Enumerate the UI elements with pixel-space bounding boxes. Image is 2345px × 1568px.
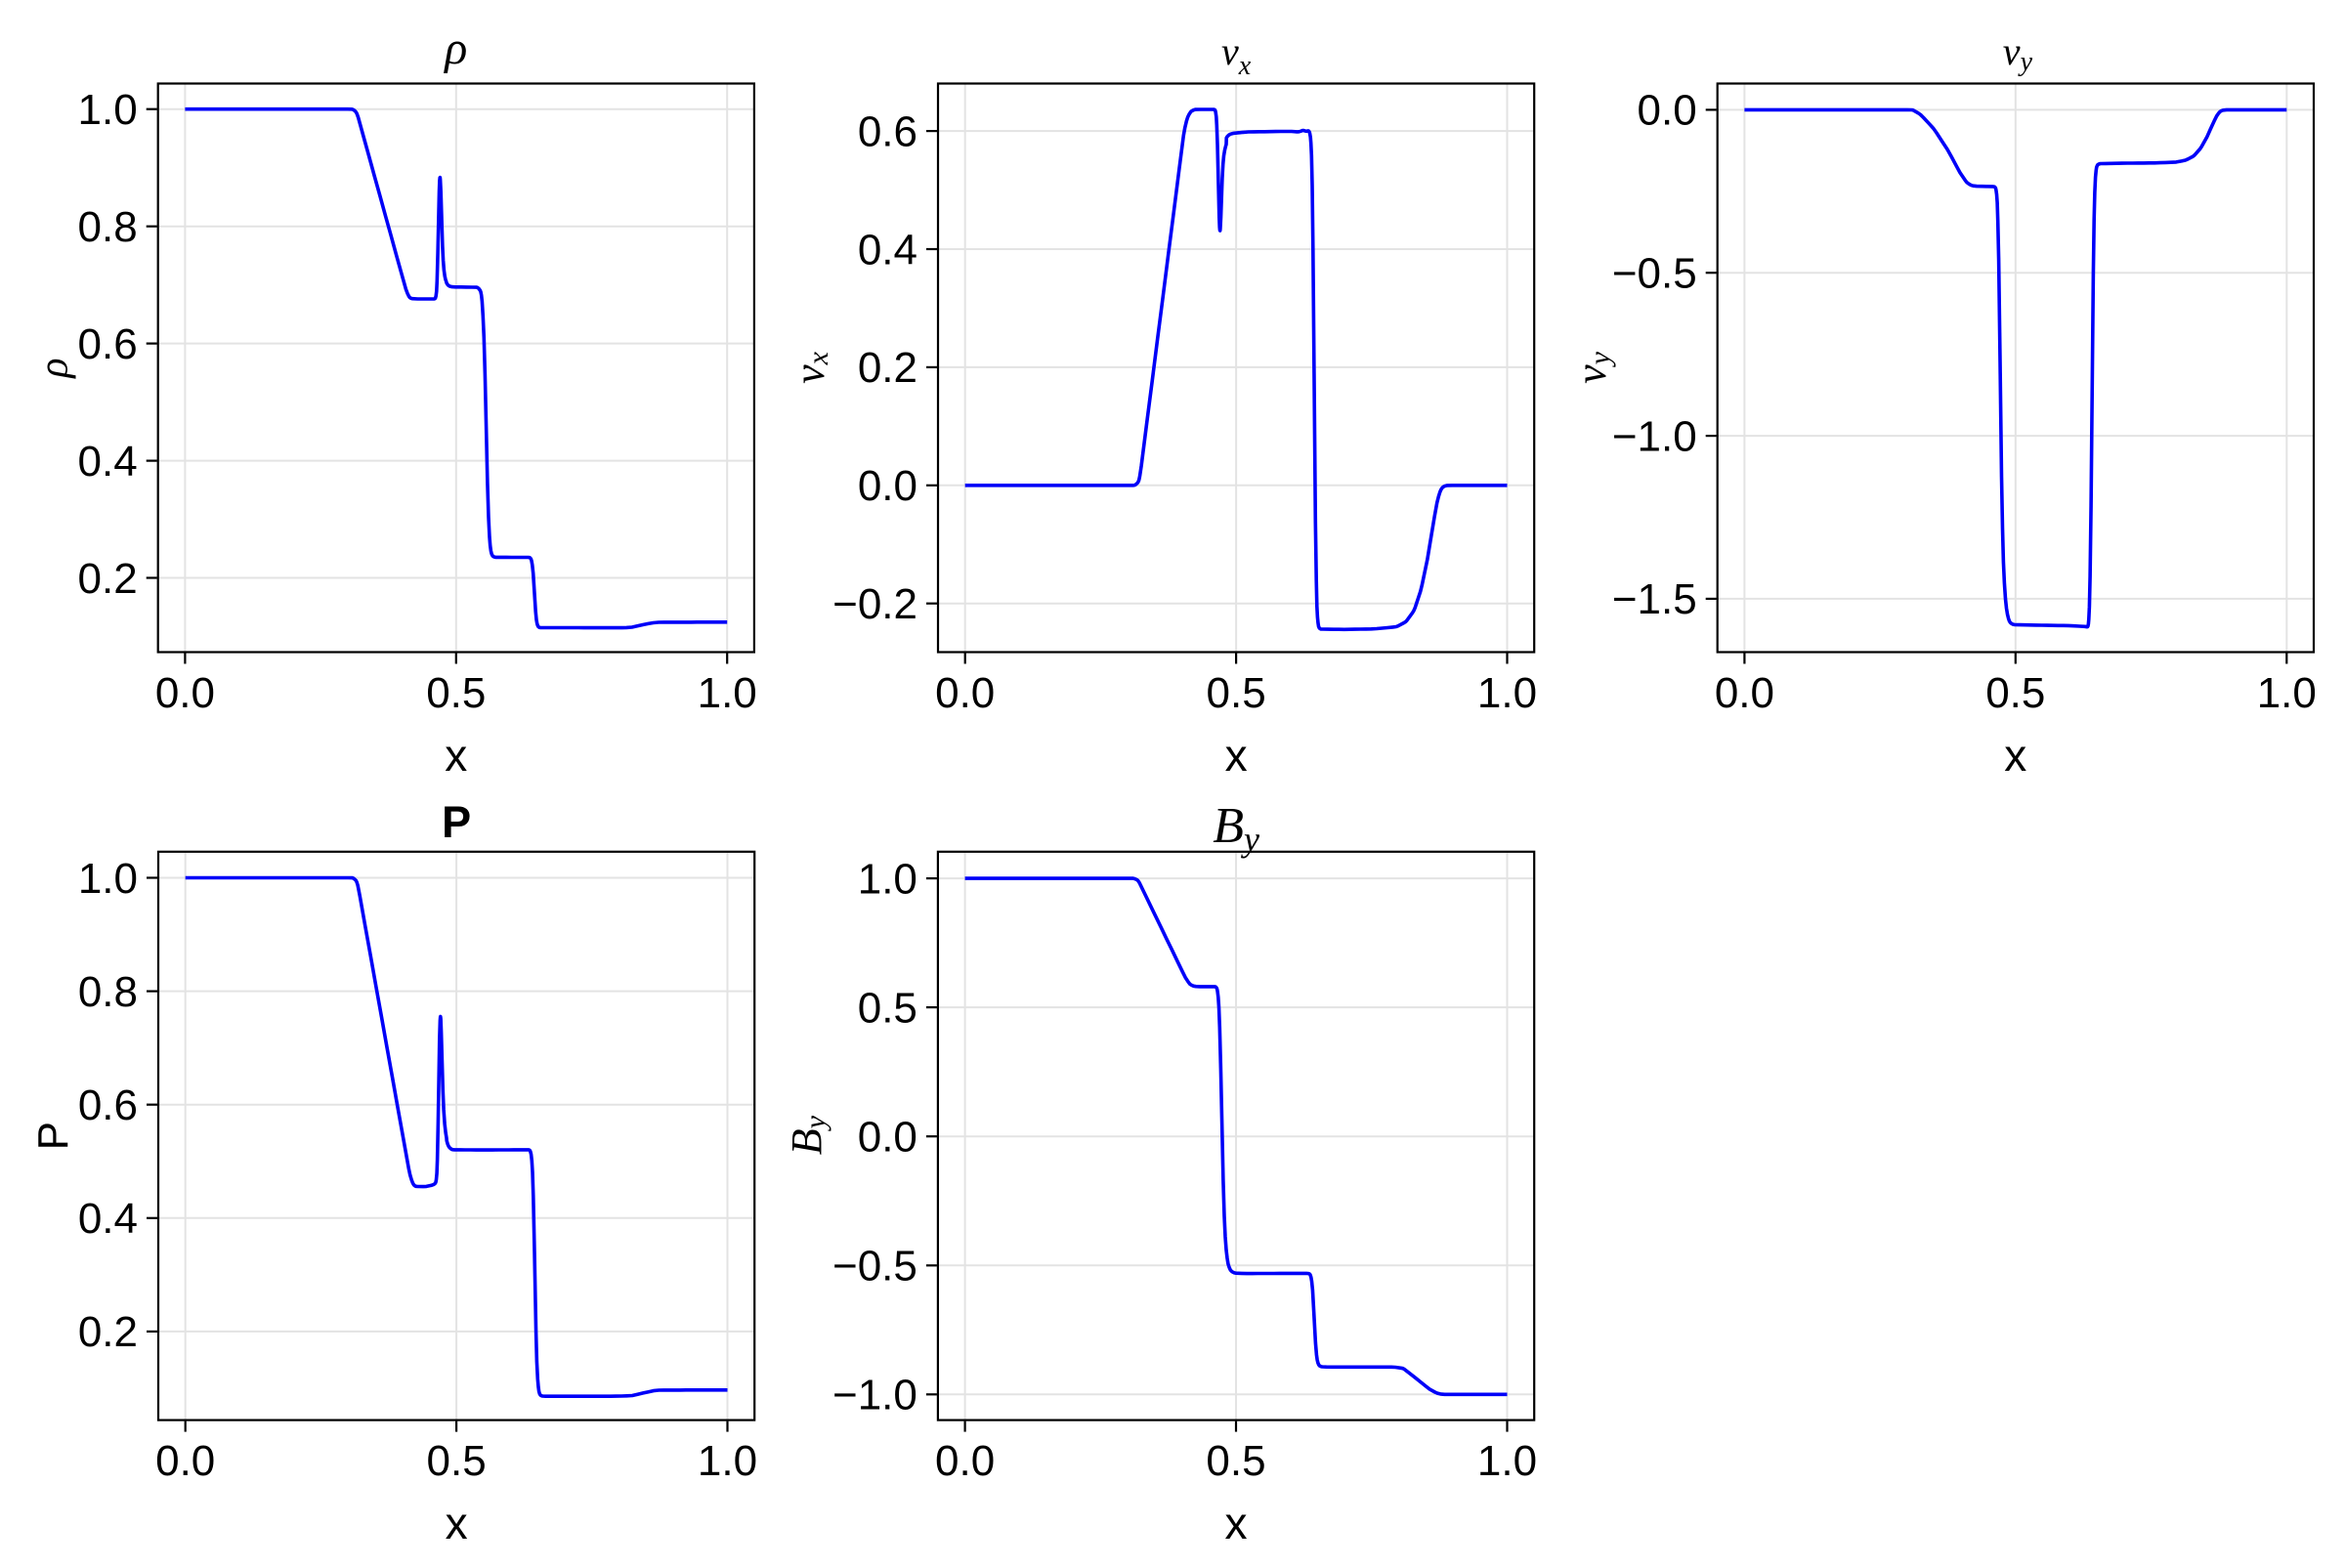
- svg-text:P: P: [29, 1122, 77, 1150]
- svg-text:1.0: 1.0: [78, 86, 138, 134]
- svg-text:−0.5: −0.5: [1612, 250, 1697, 298]
- svg-text:0.6: 0.6: [78, 1081, 138, 1129]
- svg-text:0.4: 0.4: [858, 226, 917, 274]
- svg-text:0.0: 0.0: [858, 462, 917, 510]
- svg-text:1.0: 1.0: [698, 1437, 757, 1485]
- svg-text:0.2: 0.2: [78, 555, 138, 603]
- svg-text:1.0: 1.0: [78, 855, 138, 903]
- svg-text:0.8: 0.8: [78, 968, 138, 1016]
- svg-text:0.0: 0.0: [155, 669, 215, 717]
- svg-text:0.5: 0.5: [1207, 669, 1266, 717]
- svg-text:−1.0: −1.0: [1612, 412, 1697, 460]
- svg-text:1.0: 1.0: [1477, 669, 1537, 717]
- svg-text:0.5: 0.5: [426, 669, 486, 717]
- svg-text:0.0: 0.0: [935, 669, 995, 717]
- svg-text:1.0: 1.0: [858, 855, 917, 903]
- svg-text:0.5: 0.5: [427, 1437, 487, 1485]
- svg-text:ρ: ρ: [443, 22, 467, 74]
- svg-text:1.0: 1.0: [1477, 1437, 1537, 1485]
- svg-text:0.2: 0.2: [78, 1308, 138, 1356]
- svg-text:1.0: 1.0: [2257, 669, 2317, 717]
- svg-text:0.5: 0.5: [858, 984, 917, 1032]
- svg-text:x: x: [1225, 1498, 1248, 1548]
- svg-text:x: x: [2004, 730, 2026, 781]
- svg-text:0.4: 0.4: [78, 1195, 138, 1243]
- svg-text:ρ: ρ: [32, 358, 77, 379]
- svg-text:−1.0: −1.0: [832, 1372, 917, 1420]
- svg-text:0.8: 0.8: [78, 203, 138, 251]
- svg-text:0.5: 0.5: [1985, 669, 2045, 717]
- svg-text:−0.5: −0.5: [832, 1243, 917, 1291]
- svg-text:x: x: [445, 730, 467, 781]
- svg-text:0.0: 0.0: [155, 1437, 215, 1485]
- svg-text:By: By: [783, 1115, 831, 1155]
- svg-text:0.4: 0.4: [78, 438, 138, 486]
- svg-text:1.0: 1.0: [698, 669, 757, 717]
- svg-text:vx: vx: [786, 351, 834, 384]
- svg-text:0.0: 0.0: [935, 1437, 995, 1485]
- svg-text:0.0: 0.0: [1715, 669, 1774, 717]
- svg-text:0.6: 0.6: [78, 320, 138, 368]
- svg-text:P: P: [442, 797, 471, 847]
- svg-text:−0.2: −0.2: [832, 580, 917, 628]
- svg-text:x: x: [446, 1498, 468, 1548]
- svg-text:0.2: 0.2: [858, 344, 917, 392]
- svg-text:x: x: [1225, 730, 1248, 781]
- svg-text:0.5: 0.5: [1206, 1437, 1265, 1485]
- svg-text:−1.5: −1.5: [1612, 575, 1697, 623]
- svg-text:0.0: 0.0: [858, 1114, 917, 1162]
- svg-text:0.0: 0.0: [1638, 87, 1697, 135]
- svg-text:0.6: 0.6: [858, 107, 917, 155]
